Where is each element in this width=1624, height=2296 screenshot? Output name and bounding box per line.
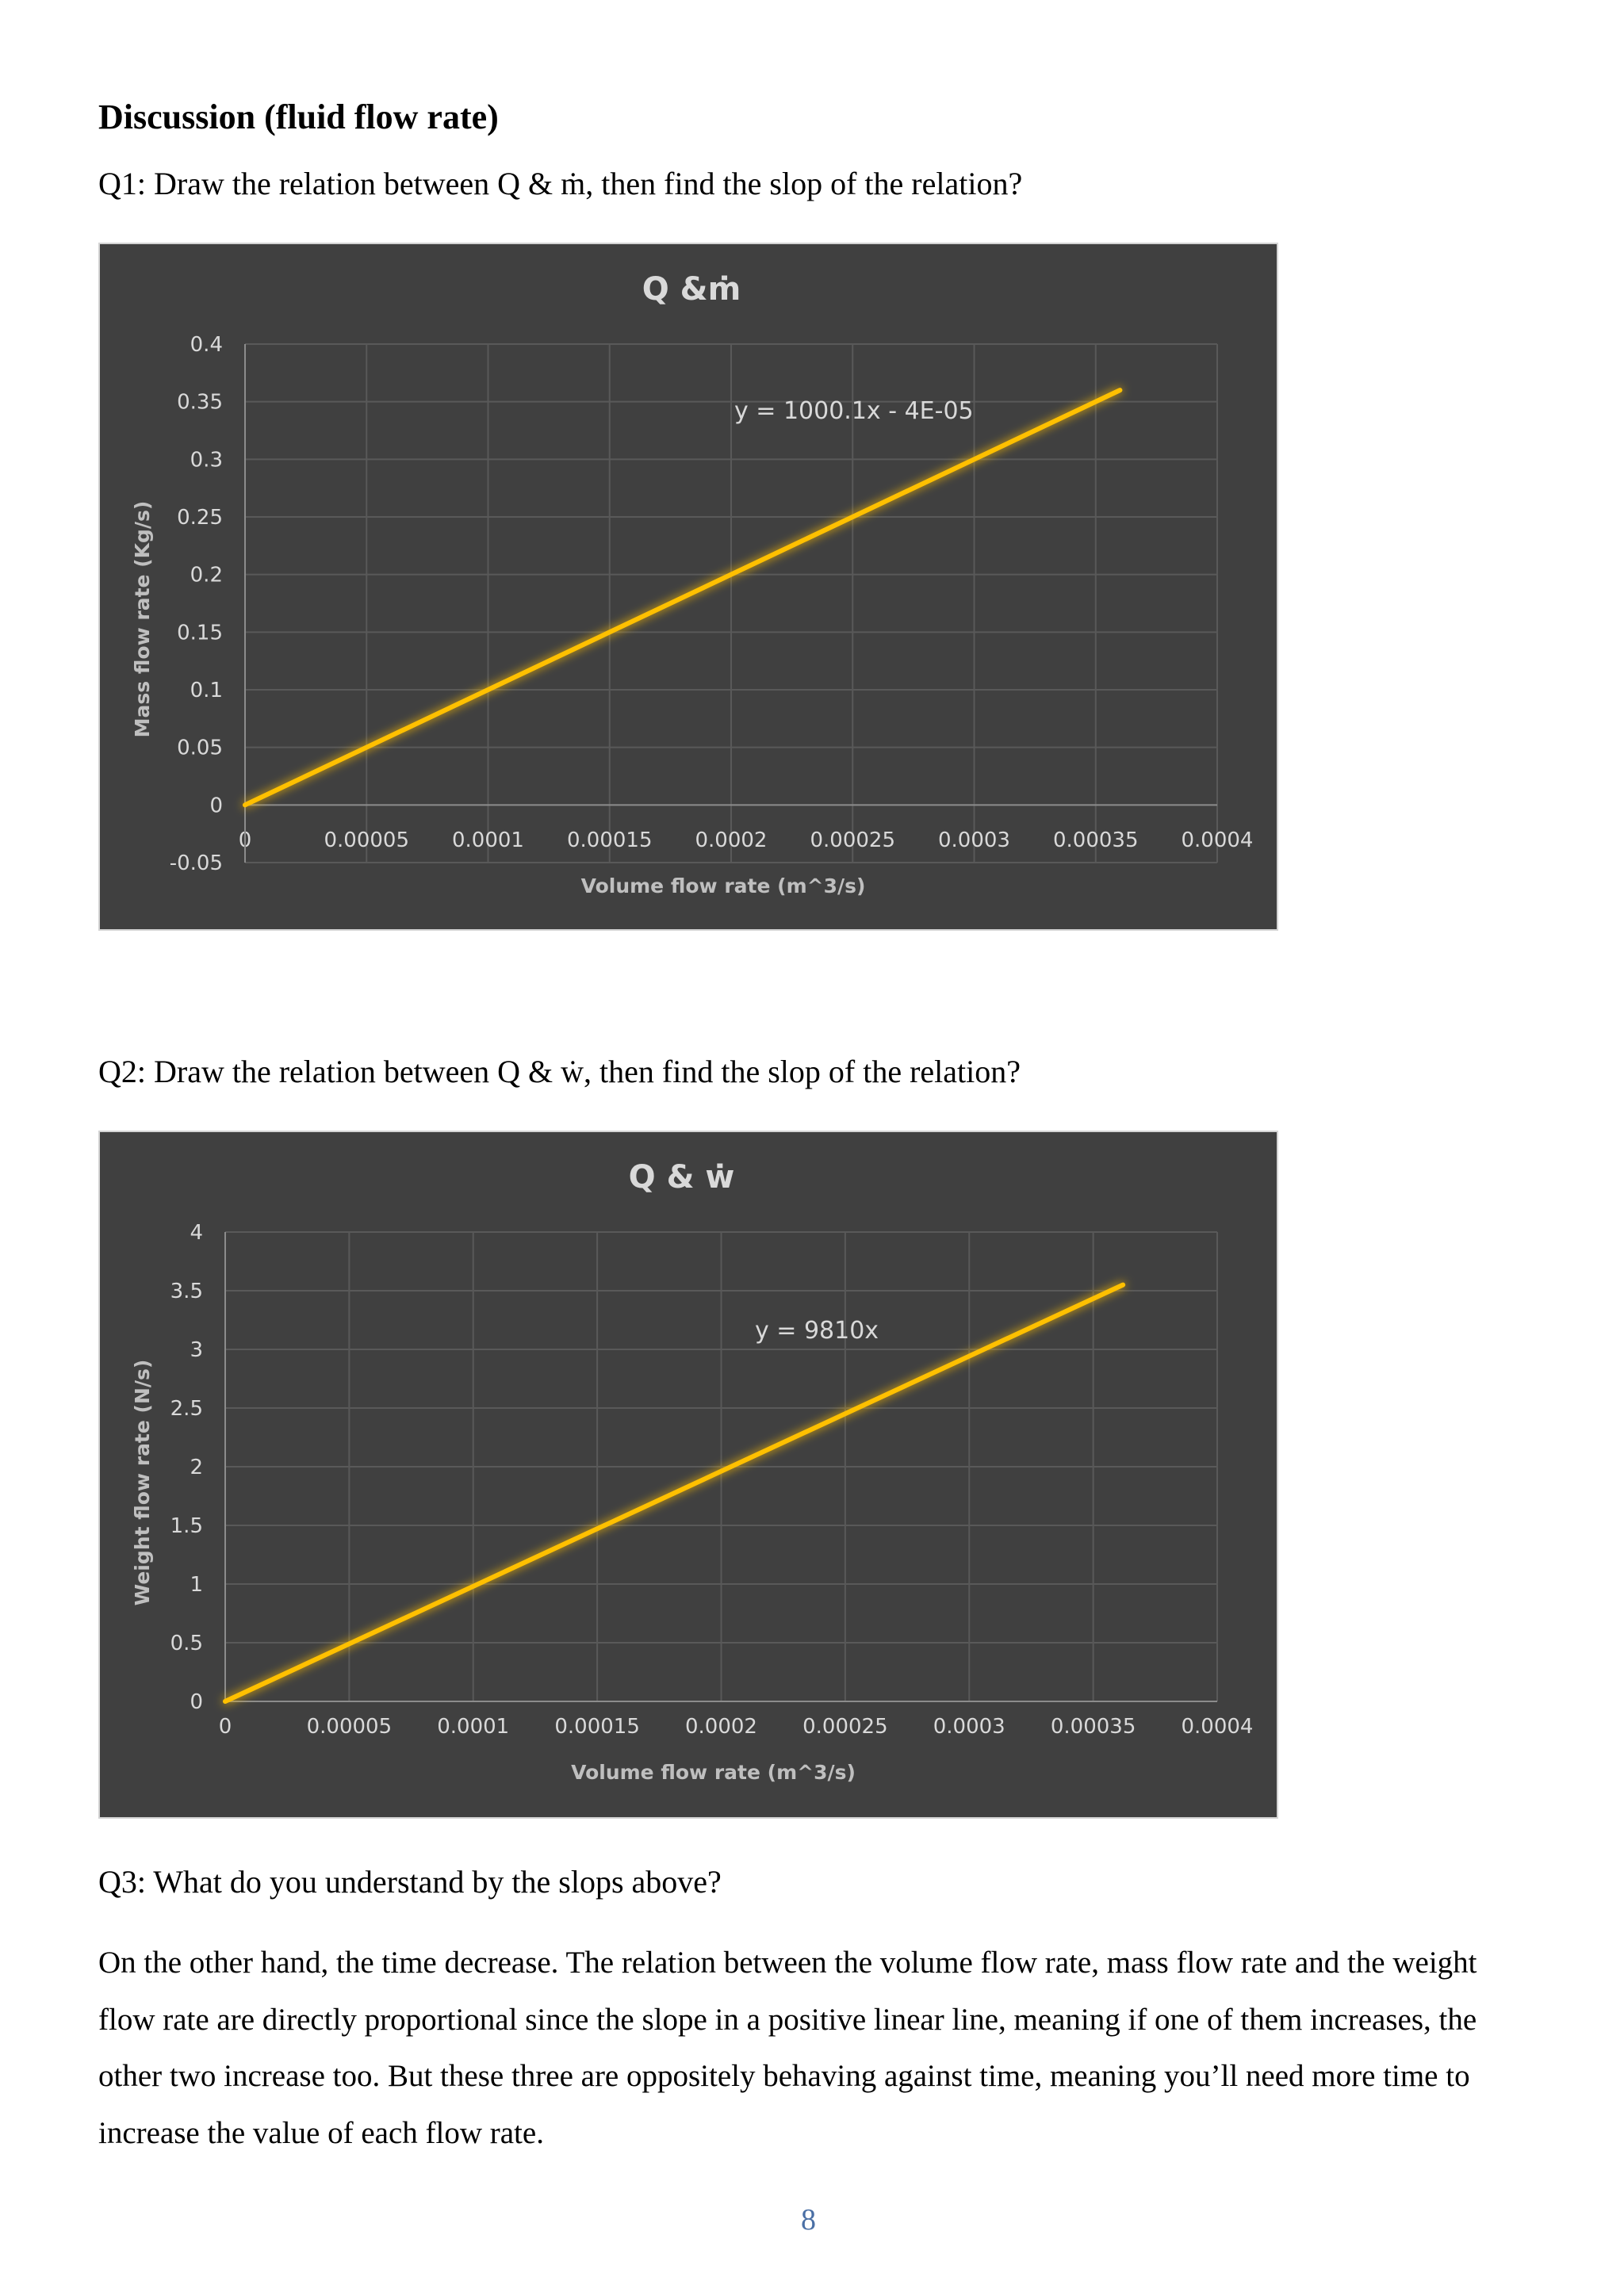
y-tick-label: 2.5 [170, 1397, 203, 1421]
chart-q-mass-flow: Q &ṁ -0.05 0 0.05 0.1 0.15 0.2 0.25 0.3 0.35 0.4 0 0… [98, 243, 1278, 931]
x-tick-label: 0.0004 [1182, 1715, 1254, 1739]
x-tick-label: 0.0001 [452, 828, 524, 852]
x-axis-title: Volume flow rate (m^3/s) [581, 874, 866, 897]
trendline-equation: y = 1000.1x - 4E-05 [734, 397, 974, 425]
x-tick-label: 0.0004 [1182, 828, 1254, 852]
series-line [243, 388, 1123, 808]
y-axis-title: Weight flow rate (N/s) [131, 1360, 154, 1606]
x-tick-label: 0.00025 [810, 828, 895, 852]
page-number: 8 [801, 2203, 816, 2237]
x-tick-label: 0.00025 [802, 1715, 888, 1739]
x-tick-label: 0.0003 [933, 1715, 1005, 1739]
chart-title: Q & ẇ [629, 1159, 735, 1196]
y-tick-label: 1 [190, 1573, 203, 1597]
series-line [223, 1282, 1126, 1704]
chart-q-weight-flow: Q & ẇ 0 0.5 1 1.5 2 2.5 3 3.5 4 0 0.00005 0.0001 0.00… [98, 1131, 1278, 1819]
y-tick-label: 0.15 [177, 621, 223, 645]
y-axis-title: Mass flow rate (Kg/s) [131, 501, 154, 738]
x-tick-label: 0.00035 [1053, 828, 1139, 852]
y-tick-label: 0.3 [190, 448, 223, 472]
chart-q-weight-flow-svg: Q & ẇ 0 0.5 1 1.5 2 2.5 3 3.5 4 0 0.00005 0.0001 0.00… [131, 1159, 1254, 1784]
question-3: Q3: What do you understand by the slops … [98, 1864, 722, 1900]
question-2: Q2: Draw the relation between Q & ẇ, the… [98, 1054, 1021, 1089]
y-tick-label: 0.1 [190, 679, 223, 702]
y-tick-label: 2 [190, 1456, 203, 1479]
x-tick-label: 0.0001 [437, 1715, 509, 1739]
y-tick-label: 3.5 [170, 1280, 203, 1303]
chart-title: Q &ṁ [642, 271, 741, 308]
x-axis-title: Volume flow rate (m^3/s) [571, 1761, 856, 1784]
y-tick-label: 0.05 [177, 737, 223, 760]
y-tick-label: 1.5 [170, 1514, 203, 1538]
answer-paragraph: On the other hand, the time decrease. Th… [98, 1946, 1477, 2150]
y-tick-label: 0.4 [190, 333, 223, 357]
y-tick-label: 0.35 [177, 391, 223, 415]
y-tick-label: 4 [190, 1221, 203, 1245]
y-tick-label: 0.2 [190, 564, 223, 587]
x-tick-label: 0.0002 [685, 1715, 757, 1739]
x-tick-label: 0.00015 [567, 828, 653, 852]
x-tick-label: 0.0003 [938, 828, 1010, 852]
y-tick-label: 3 [190, 1338, 203, 1362]
question-1: Q1: Draw the relation between Q & ṁ, the… [98, 166, 1023, 201]
y-tick-label: 0 [190, 1690, 203, 1714]
y-tick-label: 0.5 [170, 1632, 203, 1655]
x-tick-label: 0 [219, 1715, 232, 1739]
y-tick-label: -0.05 [170, 851, 223, 875]
x-tick-label: 0.00005 [324, 828, 409, 852]
x-tick-label: 0.00005 [307, 1715, 393, 1739]
trendline-equation: y = 9810x [755, 1317, 879, 1345]
x-tick-label: 0.0002 [695, 828, 768, 852]
y-tick-label: 0 [209, 794, 223, 817]
x-tick-label: 0.00035 [1051, 1715, 1136, 1739]
page-heading: Discussion (fluid flow rate) [98, 98, 499, 136]
x-tick-label: 0.00015 [554, 1715, 640, 1739]
y-tick-label: 0.25 [177, 506, 223, 530]
